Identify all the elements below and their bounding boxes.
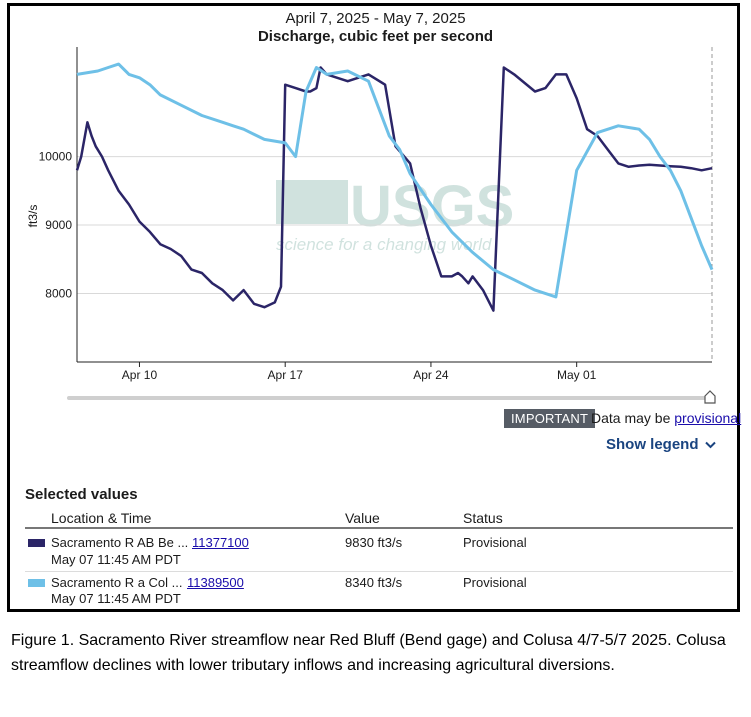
series-line-colusa — [76, 62, 714, 299]
x-tick-label: May 01 — [557, 368, 597, 382]
chart-title: Discharge, cubic feet per second — [257, 28, 494, 45]
series-swatch — [28, 579, 45, 587]
figure-frame — [7, 3, 740, 612]
series-swatch — [28, 539, 45, 547]
column-header-status: Status — [463, 510, 503, 526]
y-tick-label: 10000 — [39, 150, 73, 164]
show-legend-label: Show legend — [606, 436, 699, 453]
important-badge: IMPORTANT — [504, 409, 596, 428]
time-range-slider[interactable] — [67, 396, 711, 400]
table-header-rule — [25, 527, 733, 529]
usgs-logo-mark — [276, 180, 348, 224]
x-tick-label: Apr 24 — [413, 368, 449, 382]
provisional-notice: Data may be provisional — [591, 410, 741, 426]
figure-caption: Figure 1. Sacramento River streamflow ne… — [11, 632, 726, 674]
usgs-tagline: science for a changing world — [276, 235, 492, 254]
status-cell: Provisional — [463, 575, 527, 590]
discharge-chart[interactable]: USGS science for a changing world 8000 90… — [0, 0, 751, 390]
x-tick-label: Apr 17 — [268, 368, 304, 382]
status-cell: Provisional — [463, 535, 527, 550]
y-axis-label: ft3/s — [26, 205, 40, 228]
provisional-prefix: Data may be — [591, 410, 671, 426]
chart-axes: 8000 9000 10000 Apr 10 Apr 17 Apr 24 May 01 — [39, 47, 713, 382]
site-id-link[interactable]: 11389500 — [187, 575, 244, 590]
column-header-location: Location & Time — [51, 510, 152, 526]
x-tick-label: Apr 10 — [122, 368, 158, 382]
selected-values-heading: Selected values — [25, 486, 138, 503]
series-line-red-bluff — [75, 66, 713, 312]
usgs-watermark: USGS science for a changing world — [276, 174, 514, 254]
provisional-link[interactable]: provisional — [674, 410, 742, 426]
row-divider — [25, 571, 733, 572]
timestamp: May 07 11:45 AM PDT — [51, 552, 181, 567]
location-name: Sacramento R AB Be ... — [51, 535, 189, 550]
site-id-link[interactable]: 11377100 — [192, 535, 249, 550]
value-cell: 8340 ft3/s — [345, 575, 403, 590]
y-tick-label: 8000 — [45, 287, 72, 301]
value-cell: 9830 ft3/s — [345, 535, 403, 550]
show-legend-button[interactable]: Show legend — [606, 436, 716, 453]
grid-lines — [77, 156, 712, 295]
range-handle-icon[interactable] — [704, 390, 716, 404]
location-name: Sacramento R a Col ... — [51, 575, 183, 590]
y-tick-label: 9000 — [45, 218, 72, 232]
chevron-down-icon — [704, 436, 716, 453]
series-lines — [75, 62, 714, 312]
chart-date-range: April 7, 2025 - May 7, 2025 — [285, 10, 466, 27]
timestamp: May 07 11:45 AM PDT — [51, 591, 181, 606]
column-header-value: Value — [345, 510, 380, 526]
